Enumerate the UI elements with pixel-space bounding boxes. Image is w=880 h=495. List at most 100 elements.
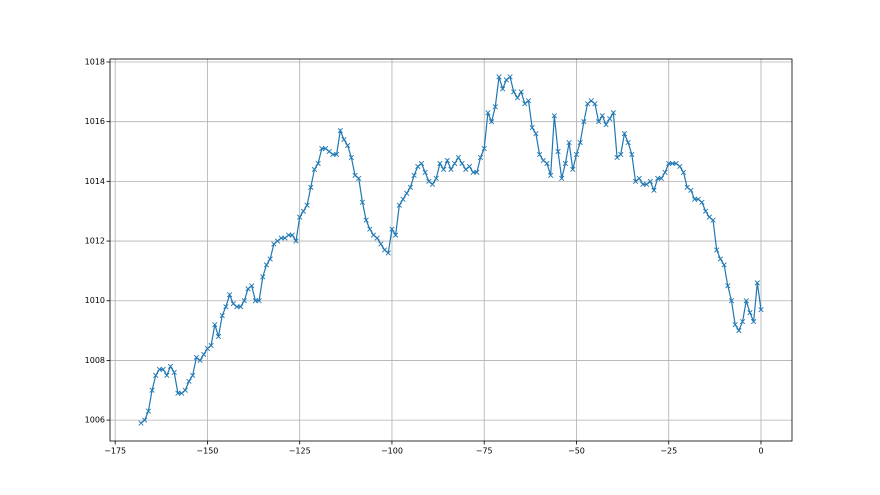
marker bbox=[548, 172, 554, 179]
marker bbox=[444, 157, 450, 164]
marker bbox=[249, 283, 255, 289]
marker bbox=[599, 113, 605, 119]
marker bbox=[673, 160, 679, 167]
marker bbox=[706, 214, 712, 220]
y-tick-label: 1008 bbox=[85, 356, 105, 365]
marker bbox=[562, 160, 569, 167]
marker bbox=[374, 235, 380, 241]
marker bbox=[529, 125, 535, 131]
marker bbox=[219, 313, 225, 319]
marker bbox=[455, 154, 461, 161]
marker bbox=[614, 154, 620, 161]
marker bbox=[437, 160, 443, 167]
marker bbox=[352, 172, 358, 179]
x-tick-label: −50 bbox=[568, 447, 585, 456]
marker bbox=[662, 169, 668, 176]
marker bbox=[596, 119, 602, 125]
marker bbox=[356, 175, 362, 181]
marker bbox=[488, 119, 495, 125]
marker bbox=[540, 157, 546, 164]
marker bbox=[282, 235, 288, 241]
axes-frame bbox=[109, 58, 793, 442]
marker bbox=[326, 148, 332, 155]
marker bbox=[725, 283, 731, 289]
marker bbox=[618, 151, 624, 158]
marker bbox=[274, 238, 281, 244]
marker bbox=[474, 169, 480, 176]
marker bbox=[643, 181, 650, 187]
marker bbox=[182, 387, 188, 393]
x-tick-label: −100 bbox=[381, 447, 403, 456]
marker bbox=[238, 304, 244, 310]
marker bbox=[511, 89, 517, 95]
marker bbox=[256, 298, 262, 304]
x-tick-label: −25 bbox=[660, 447, 677, 456]
marker bbox=[422, 169, 428, 176]
marker bbox=[703, 208, 709, 214]
marker bbox=[684, 184, 690, 190]
marker bbox=[747, 310, 753, 316]
marker bbox=[492, 104, 498, 110]
marker bbox=[466, 163, 473, 170]
marker bbox=[378, 241, 384, 247]
marker bbox=[293, 238, 299, 244]
marker bbox=[485, 110, 491, 116]
marker bbox=[551, 113, 557, 119]
marker bbox=[514, 95, 521, 101]
marker bbox=[359, 199, 366, 205]
marker bbox=[315, 160, 321, 167]
marker bbox=[680, 169, 687, 176]
x-tick-label: 0 bbox=[758, 447, 763, 456]
marker bbox=[429, 181, 436, 187]
grid bbox=[110, 59, 792, 441]
marker bbox=[632, 178, 639, 184]
marker bbox=[426, 178, 432, 184]
marker bbox=[263, 262, 270, 268]
marker bbox=[381, 247, 388, 253]
marker bbox=[267, 256, 273, 262]
marker bbox=[149, 387, 155, 393]
marker bbox=[647, 178, 653, 184]
marker bbox=[743, 298, 749, 304]
marker bbox=[610, 110, 616, 116]
marker bbox=[311, 166, 318, 173]
marker bbox=[393, 232, 399, 238]
marker bbox=[621, 130, 628, 137]
marker bbox=[212, 321, 218, 328]
marker bbox=[193, 354, 199, 361]
marker bbox=[223, 304, 229, 310]
marker bbox=[544, 160, 550, 167]
marker bbox=[592, 101, 598, 107]
marker bbox=[459, 160, 465, 167]
marker bbox=[164, 372, 170, 378]
marker bbox=[341, 136, 347, 143]
marker bbox=[721, 262, 727, 268]
marker bbox=[348, 154, 354, 161]
marker bbox=[167, 363, 174, 370]
marker bbox=[536, 151, 543, 158]
marker bbox=[751, 319, 757, 325]
marker bbox=[570, 166, 576, 173]
marker bbox=[710, 217, 716, 223]
marker bbox=[160, 366, 166, 372]
marker bbox=[754, 280, 760, 286]
marker bbox=[533, 130, 539, 137]
y-tick-label: 1018 bbox=[85, 57, 105, 66]
marker bbox=[448, 166, 454, 173]
marker bbox=[559, 175, 565, 181]
marker bbox=[245, 286, 251, 292]
marker bbox=[728, 298, 735, 304]
marker bbox=[688, 187, 694, 193]
marker bbox=[658, 175, 664, 181]
marker bbox=[260, 274, 266, 280]
marker bbox=[581, 119, 587, 125]
marker bbox=[573, 151, 580, 158]
marker bbox=[629, 151, 635, 158]
x-tick-label: −75 bbox=[476, 447, 493, 456]
marker bbox=[385, 250, 391, 256]
y-tick-label: 1006 bbox=[85, 416, 105, 425]
y-tick-label: 1012 bbox=[85, 237, 105, 246]
marker bbox=[308, 184, 314, 190]
